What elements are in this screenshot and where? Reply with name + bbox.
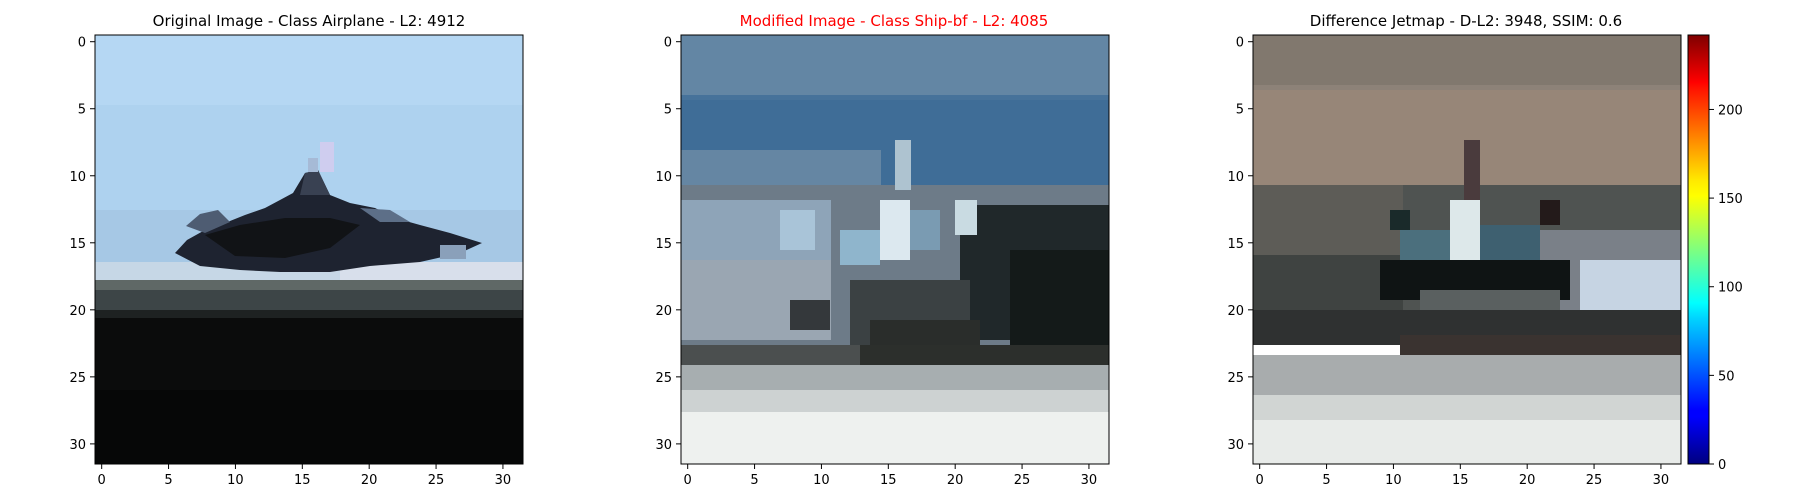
difference-xtick-label: 0 [1256, 473, 1264, 488]
colorbar-tick-label: 0 [1718, 458, 1726, 473]
difference-ytick-label: 20 [1227, 304, 1244, 319]
modified-ytick-label: 10 [655, 170, 672, 185]
colorbar-tick-label: 200 [1718, 103, 1743, 118]
panel-original-title: Original Image - Class Airplane - L2: 49… [153, 12, 466, 30]
modified-xtick-label: 0 [684, 473, 692, 488]
colorbar-tick-label: 50 [1718, 369, 1735, 384]
panel-modified-title: Modified Image - Class Ship-bf - L2: 408… [740, 12, 1049, 30]
panel-original-axes: 0 5 10 15 20 25 30 0 5 10 15 20 25 30 [69, 36, 511, 488]
original-xtick-label: 10 [227, 473, 244, 488]
modified-image [681, 35, 1109, 464]
difference-ytick-label: 0 [1236, 36, 1244, 51]
modified-ytick-label: 15 [655, 237, 672, 252]
difference-image [1253, 35, 1681, 464]
original-ytick-label: 25 [69, 371, 86, 386]
modified-xtick-label: 10 [813, 473, 830, 488]
original-xtick-label: 15 [294, 473, 311, 488]
original-xtick-label: 30 [495, 473, 512, 488]
difference-xtick-label: 20 [1519, 473, 1536, 488]
panel-difference-axes: 0 5 10 15 20 25 30 0 5 10 15 20 25 30 [1227, 36, 1669, 488]
original-ytick-label: 15 [69, 237, 86, 252]
original-xtick-label: 25 [428, 473, 445, 488]
modified-xtick-label: 20 [947, 473, 964, 488]
modified-ytick-label: 5 [664, 103, 672, 118]
panel-difference: Difference Jetmap - D-L2: 3948, SSIM: 0.… [1227, 12, 1682, 488]
original-image [95, 35, 523, 464]
colorbar-tick-label: 100 [1718, 281, 1743, 296]
modified-xtick-label: 5 [750, 473, 758, 488]
panel-modified: Modified Image - Class Ship-bf - L2: 408… [655, 12, 1110, 488]
original-ytick-label: 20 [69, 304, 86, 319]
panel-modified-axes: 0 5 10 15 20 25 30 0 5 10 15 20 25 30 [655, 36, 1097, 488]
difference-xtick-label: 10 [1385, 473, 1402, 488]
modified-xtick-label: 15 [880, 473, 897, 488]
difference-xtick-label: 5 [1322, 473, 1330, 488]
difference-xtick-label: 15 [1452, 473, 1469, 488]
difference-ytick-label: 5 [1236, 103, 1244, 118]
modified-ytick-label: 0 [664, 36, 672, 51]
colorbar: 0 50 100 150 200 [1687, 34, 1743, 473]
original-ytick-label: 5 [78, 103, 86, 118]
panel-difference-title: Difference Jetmap - D-L2: 3948, SSIM: 0.… [1310, 12, 1622, 30]
colorbar-ticks: 0 50 100 150 200 [1709, 103, 1743, 473]
original-ytick-label: 10 [69, 170, 86, 185]
modified-xtick-label: 30 [1081, 473, 1098, 488]
original-xtick-label: 0 [98, 473, 106, 488]
original-ytick-label: 0 [78, 36, 86, 51]
modified-ytick-label: 25 [655, 371, 672, 386]
difference-xtick-label: 25 [1586, 473, 1603, 488]
panel-original: Original Image - Class Airplane - L2: 49… [69, 12, 524, 488]
modified-ytick-label: 20 [655, 304, 672, 319]
colorbar-gradient [1687, 34, 1710, 465]
original-xtick-label: 20 [361, 473, 378, 488]
modified-xtick-label: 25 [1014, 473, 1031, 488]
difference-xtick-label: 30 [1653, 473, 1670, 488]
difference-ytick-label: 25 [1227, 371, 1244, 386]
difference-ytick-label: 10 [1227, 170, 1244, 185]
modified-ytick-label: 30 [655, 438, 672, 453]
difference-ytick-label: 15 [1227, 237, 1244, 252]
difference-ytick-label: 30 [1227, 438, 1244, 453]
original-ytick-label: 30 [69, 438, 86, 453]
original-xtick-label: 5 [164, 473, 172, 488]
colorbar-tick-label: 150 [1718, 192, 1743, 207]
